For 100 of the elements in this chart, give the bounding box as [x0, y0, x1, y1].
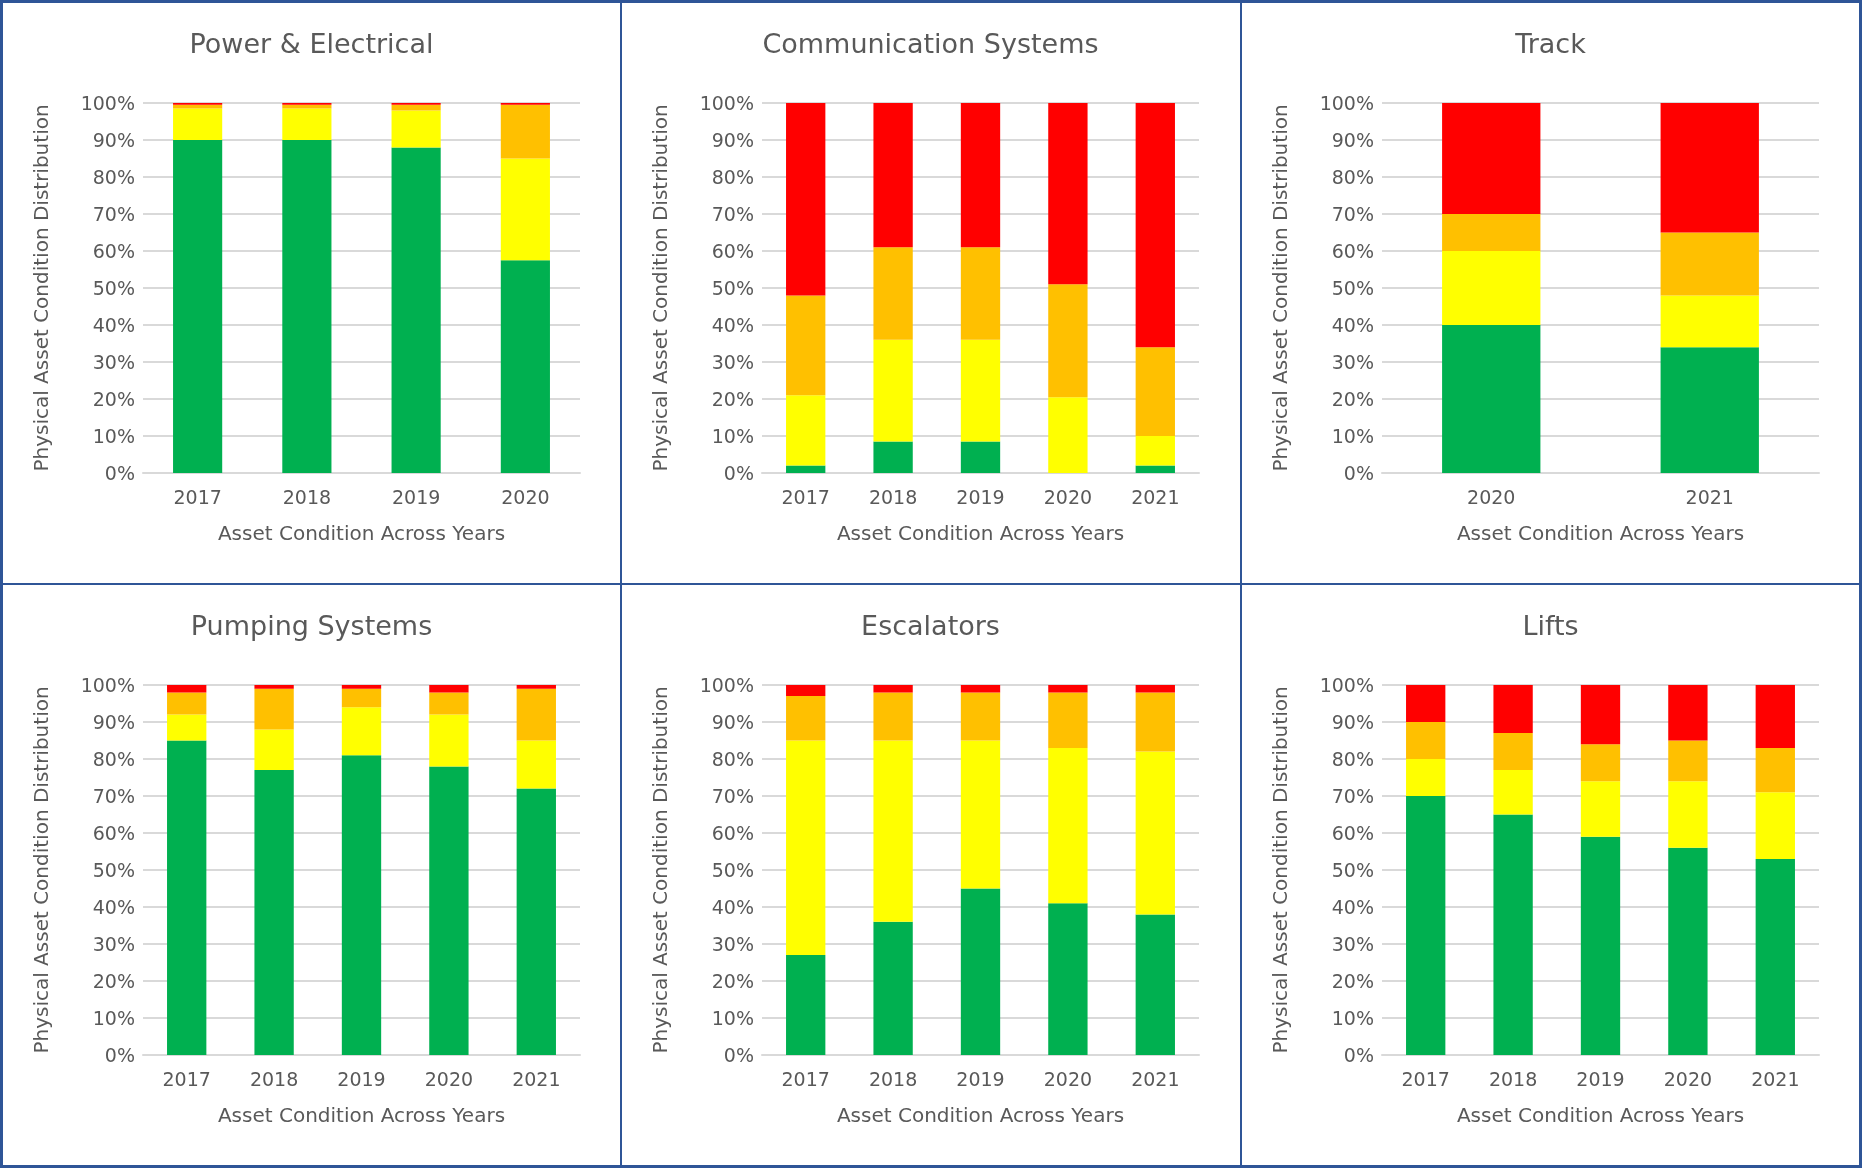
bar [1667, 740, 1708, 782]
y-tick-label: 100% [80, 92, 135, 114]
y-tick-label: 90% [1331, 129, 1374, 151]
x-tick-label: 2020 [501, 485, 550, 508]
bar [391, 110, 441, 148]
y-tick-label: 90% [712, 711, 755, 733]
y-axis-title: Physical Asset Condition Distribution [648, 104, 673, 472]
y-axis-title: Physical Asset Condition Distribution [648, 686, 673, 1054]
y-tick-label: 100% [80, 674, 135, 696]
bar [429, 692, 469, 715]
bar [341, 685, 382, 689]
y-axis-title: Physical Asset Condition Distribution [1267, 686, 1292, 1054]
x-axis-title: Asset Condition Across Years [837, 1103, 1125, 1127]
y-tick-label: 40% [1331, 896, 1374, 918]
y-tick-label: 10% [92, 1007, 135, 1029]
bar [1755, 747, 1795, 793]
y-tick-label: 0% [724, 1044, 755, 1066]
y-tick-label: 60% [712, 240, 755, 262]
y-tick-label: 40% [712, 896, 755, 918]
bar [873, 685, 914, 693]
bar [786, 103, 826, 296]
bar [1441, 214, 1541, 251]
bar [429, 714, 469, 767]
bar [961, 441, 1001, 473]
chart-title: Power & Electrical [189, 28, 434, 59]
bar [961, 685, 1001, 693]
x-axis-title: Asset Condition Across Years [837, 521, 1125, 545]
bar [1493, 733, 1533, 771]
x-tick-label: 2020 [1663, 1067, 1712, 1090]
y-tick-label: 90% [92, 711, 135, 733]
bar [282, 140, 332, 473]
bar [1580, 744, 1620, 782]
x-tick-label: 2019 [956, 1067, 1006, 1090]
bar [341, 688, 382, 708]
bar [429, 766, 469, 1055]
bar [167, 685, 207, 693]
bar [1405, 685, 1446, 722]
y-tick-label: 0% [104, 1044, 135, 1066]
y-tick-label: 100% [1319, 92, 1374, 114]
bar [167, 714, 207, 741]
y-tick-label: 20% [92, 970, 135, 992]
bar [391, 147, 441, 473]
x-tick-label: 2019 [391, 485, 441, 508]
y-tick-label: 80% [92, 166, 135, 188]
y-tick-label: 0% [724, 462, 755, 484]
bar [173, 108, 223, 140]
bar [1048, 747, 1088, 904]
x-tick-label: 2017 [1401, 1067, 1450, 1090]
x-tick-label: 2018 [282, 485, 332, 508]
chart-title: Lifts [1522, 610, 1579, 641]
y-tick-label: 10% [1331, 425, 1374, 447]
bar [516, 688, 556, 741]
y-tick-label: 30% [1331, 351, 1374, 373]
bar [254, 688, 294, 730]
bar [786, 955, 826, 1055]
bar [961, 888, 1001, 1055]
bar [1580, 781, 1620, 837]
y-tick-label: 30% [1331, 933, 1374, 955]
y-tick-label: 70% [92, 203, 135, 225]
y-tick-label: 40% [1331, 314, 1374, 336]
y-tick-label: 50% [712, 277, 755, 299]
x-tick-label: 2017 [162, 1067, 211, 1090]
y-tick-label: 30% [92, 351, 135, 373]
bar [1135, 914, 1176, 1055]
y-tick-label: 70% [712, 785, 755, 807]
bar [254, 685, 294, 689]
bar [1048, 103, 1088, 285]
y-tick-label: 50% [92, 277, 135, 299]
bar [282, 104, 332, 109]
y-tick-label: 0% [104, 462, 135, 484]
bar [786, 465, 826, 473]
bar [1441, 103, 1541, 214]
bar [391, 104, 441, 111]
bar [961, 247, 1001, 340]
bar [1405, 759, 1446, 796]
bar [1135, 436, 1176, 466]
y-tick-label: 20% [92, 388, 135, 410]
bar [873, 740, 914, 922]
bar [1493, 685, 1533, 734]
y-tick-label: 50% [1331, 859, 1374, 881]
y-tick-label: 10% [1331, 1007, 1374, 1029]
y-tick-label: 70% [1331, 785, 1374, 807]
x-axis-title: Asset Condition Across Years [217, 1103, 506, 1127]
y-tick-label: 20% [1331, 970, 1374, 992]
bar [254, 729, 294, 771]
y-tick-label: 90% [712, 129, 755, 151]
bar [786, 395, 826, 466]
y-tick-label: 50% [712, 859, 755, 881]
bar [500, 104, 550, 159]
y-tick-label: 60% [92, 822, 135, 844]
x-tick-label: 2020 [1044, 485, 1093, 508]
bar [1405, 796, 1446, 1055]
bar [873, 921, 914, 1055]
bar [786, 696, 826, 741]
y-tick-label: 10% [712, 425, 755, 447]
y-tick-label: 50% [92, 859, 135, 881]
x-tick-label: 2020 [424, 1067, 474, 1090]
bar [1755, 858, 1795, 1055]
bar [341, 755, 382, 1055]
bar [786, 685, 826, 697]
